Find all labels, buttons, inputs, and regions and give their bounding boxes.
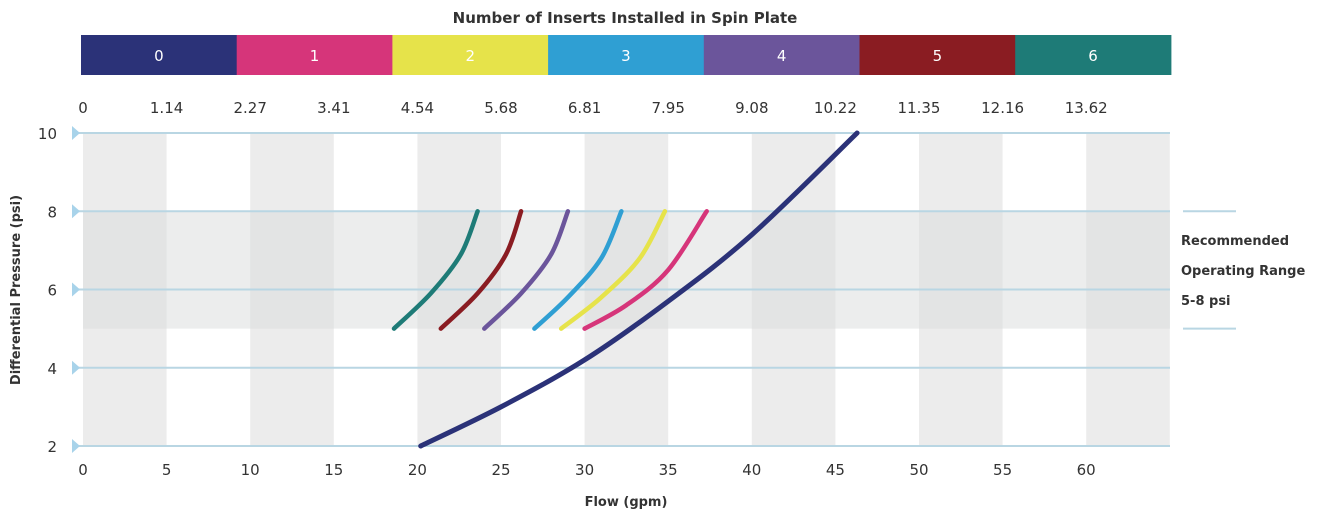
series-line-inserts-1 <box>582 209 709 331</box>
x-tick-label: 30 <box>575 461 594 479</box>
inserts-legend-swatch-3 <box>548 35 705 75</box>
series-line-inserts-2 <box>558 209 668 331</box>
inserts-legend: 0 1 2 3 4 5 6 <box>81 35 1172 75</box>
secondary-x-axis: 0 1.14 2.27 3.41 4.54 5.68 6.81 7.95 9.08 10.22 11… <box>78 99 1107 117</box>
x-tick-label: 0 <box>78 461 88 479</box>
x-tick-label: 20 <box>408 461 427 479</box>
series-line-inserts-6 <box>391 209 480 331</box>
y-axis-label: Differential Pressure (psi) <box>9 195 24 385</box>
inserts-legend-label: 4 <box>777 47 787 65</box>
x-tick-label: 10 <box>241 461 260 479</box>
inserts-legend-swatch-6 <box>1015 35 1172 75</box>
secondary-x-tick-label: 2.27 <box>233 99 266 117</box>
y-tick-marker <box>72 439 80 453</box>
recommended-range-label: Operating Range <box>1181 264 1305 279</box>
inserts-legend-swatch-1 <box>236 35 393 75</box>
series-line-inserts-0 <box>418 130 860 449</box>
inserts-legend-label: 1 <box>310 47 320 65</box>
inserts-legend-label: 3 <box>621 47 631 65</box>
secondary-x-tick-label: 10.22 <box>814 99 857 117</box>
y-tick-marker <box>72 204 80 219</box>
secondary-x-tick-label: 13.62 <box>1065 99 1108 117</box>
secondary-x-tick-label: 12.16 <box>981 99 1024 117</box>
y-axis: 2 4 6 8 10 <box>38 125 80 456</box>
secondary-x-tick-label: 4.54 <box>401 99 434 117</box>
y-tick-marker <box>72 126 80 140</box>
secondary-x-tick-label: 7.95 <box>651 99 684 117</box>
series-line-inserts-4 <box>482 209 571 331</box>
x-axis-label: Flow (gpm) <box>585 495 668 510</box>
x-tick-label: 25 <box>491 461 510 479</box>
y-tick-label: 10 <box>38 125 57 143</box>
recommended-range-label: Recommended <box>1181 234 1289 249</box>
gridlines <box>72 132 1170 447</box>
recommended-range-band <box>83 211 1170 329</box>
inserts-legend-swatch-0 <box>81 35 238 75</box>
y-tick-marker <box>72 360 80 375</box>
recommended-range-note: Recommended Operating Range 5-8 psi <box>1181 210 1305 330</box>
x-tick-label: 35 <box>659 461 678 479</box>
y-tick-label: 2 <box>47 438 57 456</box>
x-tick-label: 50 <box>909 461 928 479</box>
x-tick-label: 45 <box>826 461 845 479</box>
secondary-x-tick-label: 11.35 <box>898 99 941 117</box>
recommended-range-label: 5-8 psi <box>1181 294 1231 309</box>
x-tick-label: 55 <box>993 461 1012 479</box>
y-tick-label: 8 <box>47 203 57 221</box>
y-tick-label: 4 <box>47 360 57 378</box>
x-tick-label: 40 <box>742 461 761 479</box>
inserts-legend-label: 6 <box>1088 47 1098 65</box>
inserts-legend-swatch-4 <box>703 35 860 75</box>
secondary-x-tick-label: 9.08 <box>735 99 768 117</box>
x-tick-label: 5 <box>162 461 172 479</box>
y-tick-label: 6 <box>47 282 57 300</box>
inserts-legend-swatch-5 <box>859 35 1016 75</box>
chart-title: Number of Inserts Installed in Spin Plat… <box>453 9 798 27</box>
inserts-legend-label: 5 <box>933 47 943 65</box>
inserts-legend-label: 0 <box>154 47 164 65</box>
series-group <box>391 130 860 449</box>
secondary-x-tick-label: 1.14 <box>150 99 183 117</box>
secondary-x-tick-label: 6.81 <box>568 99 601 117</box>
x-tick-label: 15 <box>324 461 343 479</box>
series-line-inserts-3 <box>532 209 624 331</box>
secondary-x-tick-label: 0 <box>78 99 88 117</box>
inserts-legend-label: 2 <box>465 47 475 65</box>
x-axis: 0 5 10 15 20 25 30 35 40 45 50 55 60 <box>78 461 1096 479</box>
x-tick-label: 60 <box>1077 461 1096 479</box>
y-tick-marker <box>72 282 80 297</box>
secondary-x-tick-label: 3.41 <box>317 99 350 117</box>
series-line-inserts-5 <box>438 209 524 331</box>
secondary-x-tick-label: 5.68 <box>484 99 517 117</box>
inserts-legend-swatch-2 <box>392 35 549 75</box>
